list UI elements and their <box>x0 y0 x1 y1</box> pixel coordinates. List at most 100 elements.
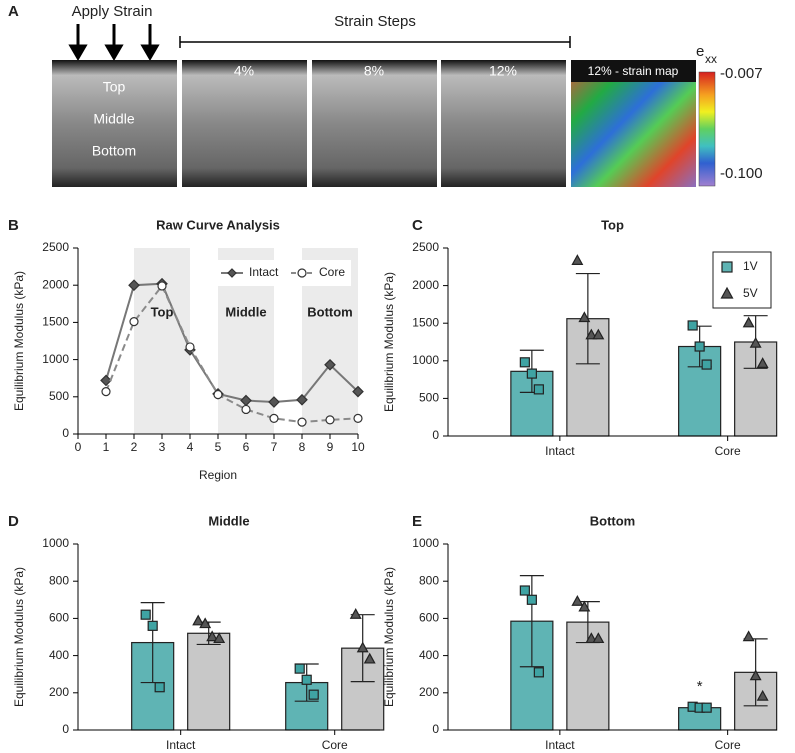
marker <box>526 368 537 379</box>
colorbar-title: e <box>696 43 704 60</box>
marker <box>533 667 544 678</box>
marker <box>296 393 308 406</box>
apply-strain: Apply Strain <box>72 3 153 20</box>
marker <box>592 328 605 340</box>
image-label: 4% <box>234 63 254 79</box>
y-tick-label: 1500 <box>42 315 69 329</box>
legend-label: Core <box>319 265 345 279</box>
region-label: Middle <box>225 305 266 320</box>
x-tick-label: Intact <box>545 738 575 752</box>
y-tick-label: 1000 <box>42 352 69 366</box>
marker <box>213 389 223 400</box>
marker <box>749 336 762 348</box>
y-tick-label: 800 <box>419 573 439 587</box>
marker <box>301 674 312 685</box>
line <box>105 284 359 424</box>
marker <box>578 600 591 612</box>
x-tick-label: 4 <box>187 440 194 454</box>
marker <box>157 281 167 291</box>
y-tick-label: 600 <box>419 611 439 625</box>
y-tick-label: 1000 <box>42 536 69 550</box>
marker <box>519 357 530 368</box>
y-tick-label: 800 <box>49 573 69 587</box>
image-header <box>571 60 696 82</box>
marker <box>701 359 712 370</box>
region-label: Bottom <box>92 143 136 159</box>
y-axis-label: Equilibrium Modulus (kPa) <box>382 272 396 412</box>
x-tick-label: 8 <box>299 440 306 454</box>
legend-label: Intact <box>249 265 279 279</box>
chart-title: Middle <box>208 513 249 528</box>
marker <box>147 620 158 631</box>
marker <box>294 663 305 674</box>
region-label: Middle <box>93 111 134 127</box>
panel-label: A <box>8 3 19 20</box>
panel-label: D <box>8 513 19 530</box>
x-axis-label: Region <box>199 468 237 482</box>
image-label: 8% <box>364 63 384 79</box>
marker <box>324 358 336 371</box>
legend-label: 5V <box>743 286 758 300</box>
marker <box>756 357 769 369</box>
bracket <box>179 36 571 48</box>
region-label: Top <box>103 79 126 95</box>
region-label: Bottom <box>307 305 353 320</box>
marker <box>100 374 112 387</box>
marker <box>227 268 237 278</box>
y-tick-label: 500 <box>419 391 439 405</box>
x-tick-label: Intact <box>166 738 196 752</box>
x-tick-label: 10 <box>351 440 365 454</box>
y-axis-label: Equilibrium Modulus (kPa) <box>382 567 396 707</box>
y-tick-label: 200 <box>49 685 69 699</box>
marker <box>592 632 605 644</box>
legend-label: 1V <box>743 259 758 273</box>
image <box>182 60 307 187</box>
marker <box>308 689 319 700</box>
marker <box>687 320 698 331</box>
y-axis-label: Equilibrium Modulus (kPa) <box>12 567 26 707</box>
annotation: * <box>697 678 703 695</box>
marker <box>352 385 364 398</box>
marker <box>192 614 205 626</box>
colorbar-label: -0.100 <box>720 165 763 182</box>
marker <box>268 396 280 408</box>
marker <box>349 608 362 619</box>
x-tick-label: 3 <box>159 440 166 454</box>
marker <box>721 261 733 273</box>
marker <box>701 702 712 713</box>
colorbar-subscript: xx <box>705 52 717 66</box>
marker <box>742 630 755 642</box>
y-tick-label: 500 <box>49 389 69 403</box>
y-tick-label: 2500 <box>42 240 69 254</box>
legend <box>712 251 772 309</box>
chart-title: Raw Curve Analysis <box>156 217 280 232</box>
marker <box>585 328 598 340</box>
marker <box>297 268 307 278</box>
marker <box>353 413 363 423</box>
marker <box>526 594 537 605</box>
y-tick-label: 0 <box>62 722 69 736</box>
marker <box>241 404 251 415</box>
marker <box>749 669 762 681</box>
y-tick-label: 0 <box>432 722 439 736</box>
marker <box>154 682 165 693</box>
marker <box>206 630 219 642</box>
chart-title: Top <box>601 217 624 232</box>
marker <box>297 417 307 427</box>
y-tick-label: 2000 <box>412 278 439 292</box>
marker <box>140 609 151 620</box>
y-tick-label: 1500 <box>412 315 439 329</box>
marker <box>185 342 195 352</box>
y-axis-label: Equilibrium Modulus (kPa) <box>12 271 26 411</box>
arrows <box>68 24 160 61</box>
marker <box>101 386 111 397</box>
panel-label: E <box>412 513 422 530</box>
line <box>105 282 359 404</box>
image <box>441 60 566 187</box>
marker <box>519 585 530 596</box>
y-tick-label: 0 <box>432 428 439 442</box>
y-tick-label: 400 <box>49 648 69 662</box>
y-tick-label: 200 <box>419 685 439 699</box>
region <box>134 248 190 434</box>
